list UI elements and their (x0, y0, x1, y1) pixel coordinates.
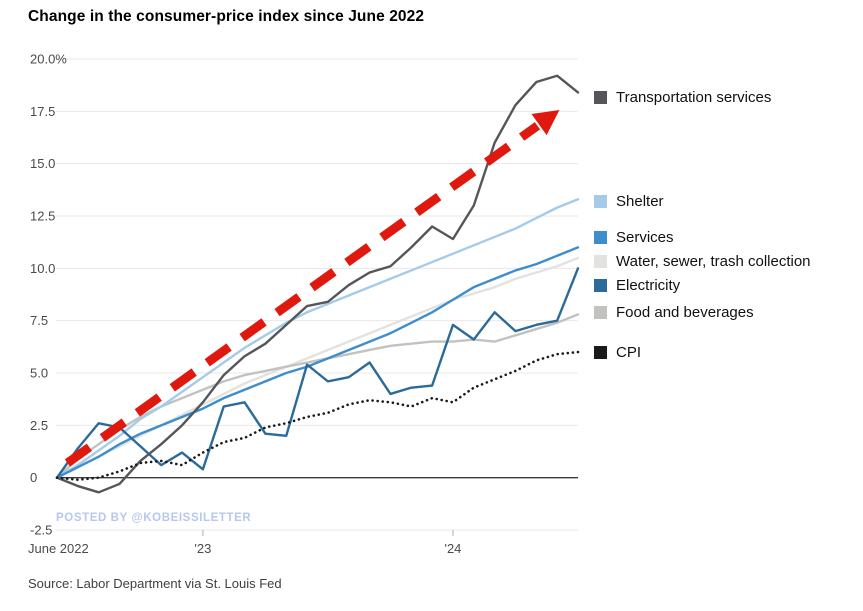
legend-label-services: Services (616, 229, 674, 246)
legend-label-food-and-beverages: Food and beverages (616, 304, 754, 321)
source-note: Source: Labor Department via St. Louis F… (28, 576, 282, 591)
svg-text:7.5: 7.5 (30, 313, 48, 328)
svg-text:0: 0 (30, 470, 37, 485)
legend-item-cpi: CPI (594, 344, 641, 361)
svg-text:2.5: 2.5 (30, 418, 48, 433)
legend-swatch-water-sewer-trash (594, 255, 607, 268)
svg-text:15.0: 15.0 (30, 156, 55, 171)
legend-item-transportation-services: Transportation services (594, 89, 771, 106)
legend-item-food-and-beverages: Food and beverages (594, 304, 754, 321)
svg-text:10.0: 10.0 (30, 261, 55, 276)
legend-item-electricity: Electricity (594, 277, 680, 294)
legend-item-water-sewer-trash: Water, sewer, trash collection (594, 253, 811, 270)
legend-swatch-food-and-beverages (594, 306, 607, 319)
svg-text:20.0%: 20.0% (30, 52, 67, 67)
legend-swatch-cpi (594, 346, 607, 359)
svg-text:'24: '24 (444, 541, 461, 556)
svg-text:17.5: 17.5 (30, 104, 55, 119)
svg-text:5.0: 5.0 (30, 366, 48, 381)
legend-item-shelter: Shelter (594, 193, 664, 210)
legend-swatch-shelter (594, 195, 607, 208)
legend-label-electricity: Electricity (616, 277, 681, 294)
svg-text:12.5: 12.5 (30, 209, 55, 224)
legend-swatch-transportation-services (594, 91, 607, 104)
legend-item-services: Services (594, 229, 674, 246)
chart-title: Change in the consumer-price index since… (28, 8, 425, 25)
legend-swatch-electricity (594, 279, 607, 292)
legend-label-cpi: CPI (616, 344, 642, 361)
legend-label-transportation-services: Transportation services (616, 89, 772, 106)
svg-text:'23: '23 (194, 541, 211, 556)
watermark: POSTED BY @KOBEISSILETTER (56, 512, 252, 524)
legend-label-shelter: Shelter (616, 193, 664, 210)
legend-label-water-sewer-trash: Water, sewer, trash collection (616, 253, 811, 270)
legend-swatch-services (594, 231, 607, 244)
svg-text:-2.5: -2.5 (30, 523, 52, 538)
svg-text:June 2022: June 2022 (28, 541, 89, 556)
